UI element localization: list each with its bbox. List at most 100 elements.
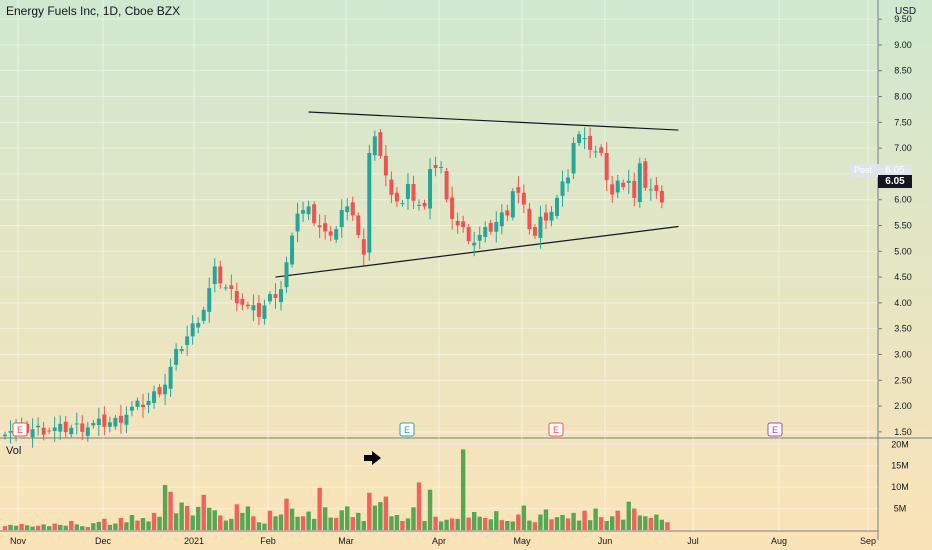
candle-body xyxy=(240,299,245,305)
earnings-event-marker[interactable]: E xyxy=(399,422,415,437)
candle-body xyxy=(632,180,637,198)
event-badge xyxy=(767,422,783,437)
candle-body xyxy=(654,185,659,191)
y-tick-label: 7.00 xyxy=(894,143,912,153)
candle-body xyxy=(345,206,350,213)
candle-body xyxy=(361,239,366,255)
volume-bar xyxy=(472,512,477,530)
volume-bar xyxy=(162,485,168,530)
volume-bar xyxy=(267,510,273,530)
volume-bar xyxy=(118,518,124,530)
candle-body xyxy=(91,423,96,426)
volume-bar xyxy=(262,523,267,530)
volume-bar xyxy=(24,525,30,530)
candle-body xyxy=(466,227,471,242)
volume-bar xyxy=(444,519,449,530)
volume-bar xyxy=(284,498,289,530)
y-tick-label: 9.50 xyxy=(894,14,912,24)
candle-body xyxy=(394,192,399,202)
candle-body xyxy=(439,166,444,168)
candle-body xyxy=(516,187,521,193)
candle-body xyxy=(383,155,388,176)
volume-bar xyxy=(151,512,157,530)
volume-bar xyxy=(615,510,620,530)
earnings-event-marker[interactable]: E xyxy=(767,422,783,437)
volume-bar xyxy=(107,524,113,530)
candle-body xyxy=(234,291,239,304)
volume-bar xyxy=(2,526,8,530)
candle-body xyxy=(582,138,587,140)
candle-body xyxy=(405,183,410,199)
volume-bar xyxy=(129,515,135,530)
volume-bar xyxy=(494,511,499,530)
volume-bar xyxy=(74,524,79,530)
volume-bar xyxy=(300,516,306,530)
volume-bar xyxy=(328,517,333,530)
volume-bar xyxy=(394,515,400,530)
candle-body xyxy=(41,427,46,435)
volume-bar xyxy=(19,524,24,530)
volume-bar xyxy=(13,525,19,530)
volume-bar xyxy=(58,524,63,530)
candle-body xyxy=(428,169,433,209)
candle-body xyxy=(571,142,576,174)
candle-body xyxy=(201,309,206,321)
candle-body xyxy=(157,387,162,395)
volume-bar xyxy=(273,516,278,530)
volume-bar xyxy=(295,516,300,530)
volume-label: Vol xyxy=(6,445,22,457)
volume-bar xyxy=(256,522,262,530)
candle-body xyxy=(168,366,173,389)
volume-bar xyxy=(488,519,493,530)
volume-bar xyxy=(311,518,317,530)
volume-bar xyxy=(565,518,571,530)
volume-bar xyxy=(135,520,140,530)
volume-bars xyxy=(2,449,670,530)
volume-bar xyxy=(372,505,378,530)
x-tick-label: Aug xyxy=(771,536,787,546)
volume-bar xyxy=(251,516,256,530)
candle-body xyxy=(63,421,68,433)
x-tick-label: Mar xyxy=(338,536,354,546)
candle-body xyxy=(279,289,283,303)
trendline[interactable] xyxy=(275,225,679,278)
volume-bar xyxy=(190,515,195,530)
earnings-event-marker[interactable]: E xyxy=(12,422,28,437)
volume-bar xyxy=(543,509,549,530)
candle-body xyxy=(621,182,626,188)
volume-bar xyxy=(587,520,593,530)
candle-body xyxy=(323,223,328,232)
volume-bar xyxy=(659,519,665,530)
candle-body xyxy=(36,425,41,428)
volume-bar xyxy=(350,517,355,530)
candle-body xyxy=(494,222,499,232)
candle-body xyxy=(604,153,609,181)
x-tick-label: Feb xyxy=(260,536,276,546)
candle-body xyxy=(648,189,653,191)
volume-bar xyxy=(610,516,615,530)
y-tick-label: 4.00 xyxy=(894,298,912,308)
volume-bar xyxy=(576,520,582,530)
candle-body xyxy=(411,183,416,201)
candle-body xyxy=(422,202,427,207)
candle-body xyxy=(251,305,256,311)
volume-bar xyxy=(510,521,516,530)
candle-body xyxy=(488,222,493,232)
candle-body xyxy=(301,210,306,214)
volume-bar xyxy=(179,502,184,530)
event-badge xyxy=(548,422,564,437)
volume-bar xyxy=(245,506,251,530)
candle-body xyxy=(543,212,548,221)
candle-body xyxy=(615,180,620,193)
trendline[interactable] xyxy=(308,111,679,131)
volume-bar xyxy=(85,527,90,530)
volume-bar xyxy=(571,512,576,530)
y-tick-label: 5.50 xyxy=(894,221,912,231)
candle-body xyxy=(96,418,101,426)
earnings-event-marker[interactable]: E xyxy=(548,422,564,437)
volume-bar xyxy=(582,510,587,530)
volume-bar xyxy=(598,517,604,530)
